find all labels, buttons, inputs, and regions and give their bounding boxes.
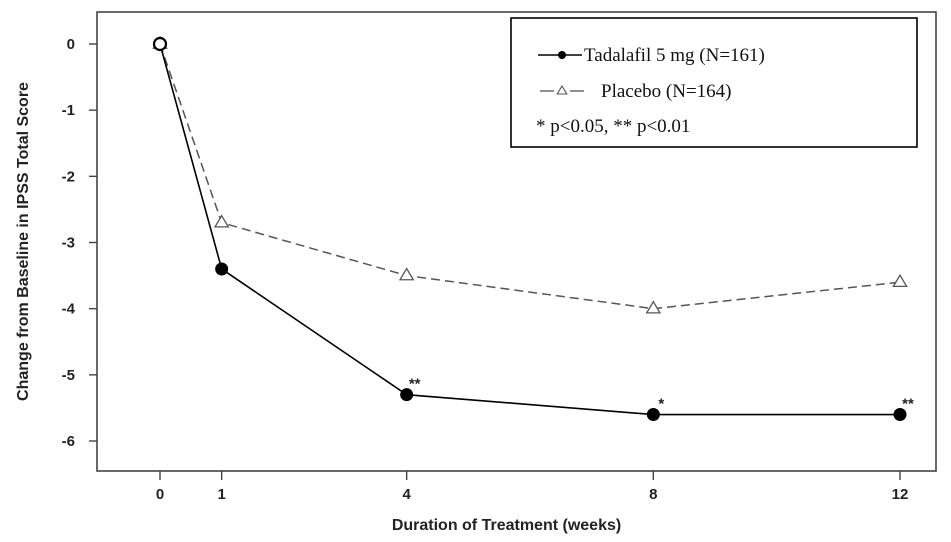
- series-tadalafil: [152, 36, 907, 422]
- data-point: [892, 273, 908, 288]
- plot-area: [96, 11, 937, 472]
- legend-item-placebo: Placebo (N=164): [540, 81, 732, 102]
- legend: Tadalafil 5 mg (N=161) Placebo (N=164) * …: [510, 17, 918, 148]
- significance-marker: **: [409, 376, 421, 393]
- data-point: [398, 267, 415, 281]
- y-tick-label: 0: [67, 36, 75, 53]
- data-point: [646, 408, 660, 422]
- y-tick-label: -6: [62, 433, 75, 450]
- x-tick-label: 8: [649, 486, 657, 503]
- legend-items: Tadalafil 5 mg (N=161) Placebo (N=164): [538, 45, 765, 102]
- data-point: [400, 388, 414, 402]
- legend-label: Tadalafil 5 mg (N=161): [584, 45, 765, 66]
- y-axis-title: Change from Baseline in IPSS Total Score: [15, 82, 32, 401]
- series-layer: [152, 35, 908, 422]
- x-tick-label: 4: [402, 486, 411, 503]
- y-tick-label: -3: [62, 235, 75, 252]
- legend-marker: [556, 84, 568, 95]
- legend-item-tadalafil: Tadalafil 5 mg (N=161): [538, 45, 765, 66]
- y-axis: 0 -1 -2 -3 -4 -5 -6: [62, 36, 97, 450]
- data-point: [645, 300, 662, 314]
- legend-marker: [558, 51, 566, 59]
- y-tick-label: -4: [62, 301, 76, 318]
- data-point: [213, 214, 230, 228]
- data-point: [152, 36, 168, 52]
- x-tick-label: 12: [892, 486, 909, 503]
- data-point: [893, 408, 907, 422]
- legend-box: [510, 17, 918, 148]
- plot-frame: [96, 11, 937, 472]
- x-tick-label: 0: [156, 486, 164, 503]
- significance-marker: **: [902, 396, 914, 413]
- legend-significance-note: * p<0.05, ** p<0.01: [536, 116, 690, 137]
- x-axis: 0 1 4 8 12: [156, 471, 909, 503]
- annotation-layer: *** **: [409, 376, 914, 413]
- y-tick-label: -5: [62, 367, 75, 384]
- x-tick-label: 1: [217, 486, 225, 503]
- x-axis-title: Duration of Treatment (weeks): [392, 517, 621, 534]
- legend-label: Placebo (N=164): [601, 81, 732, 102]
- y-tick-label: -2: [62, 168, 75, 185]
- y-tick-label: -1: [62, 102, 75, 119]
- significance-marker: *: [658, 396, 664, 413]
- data-point: [215, 262, 229, 276]
